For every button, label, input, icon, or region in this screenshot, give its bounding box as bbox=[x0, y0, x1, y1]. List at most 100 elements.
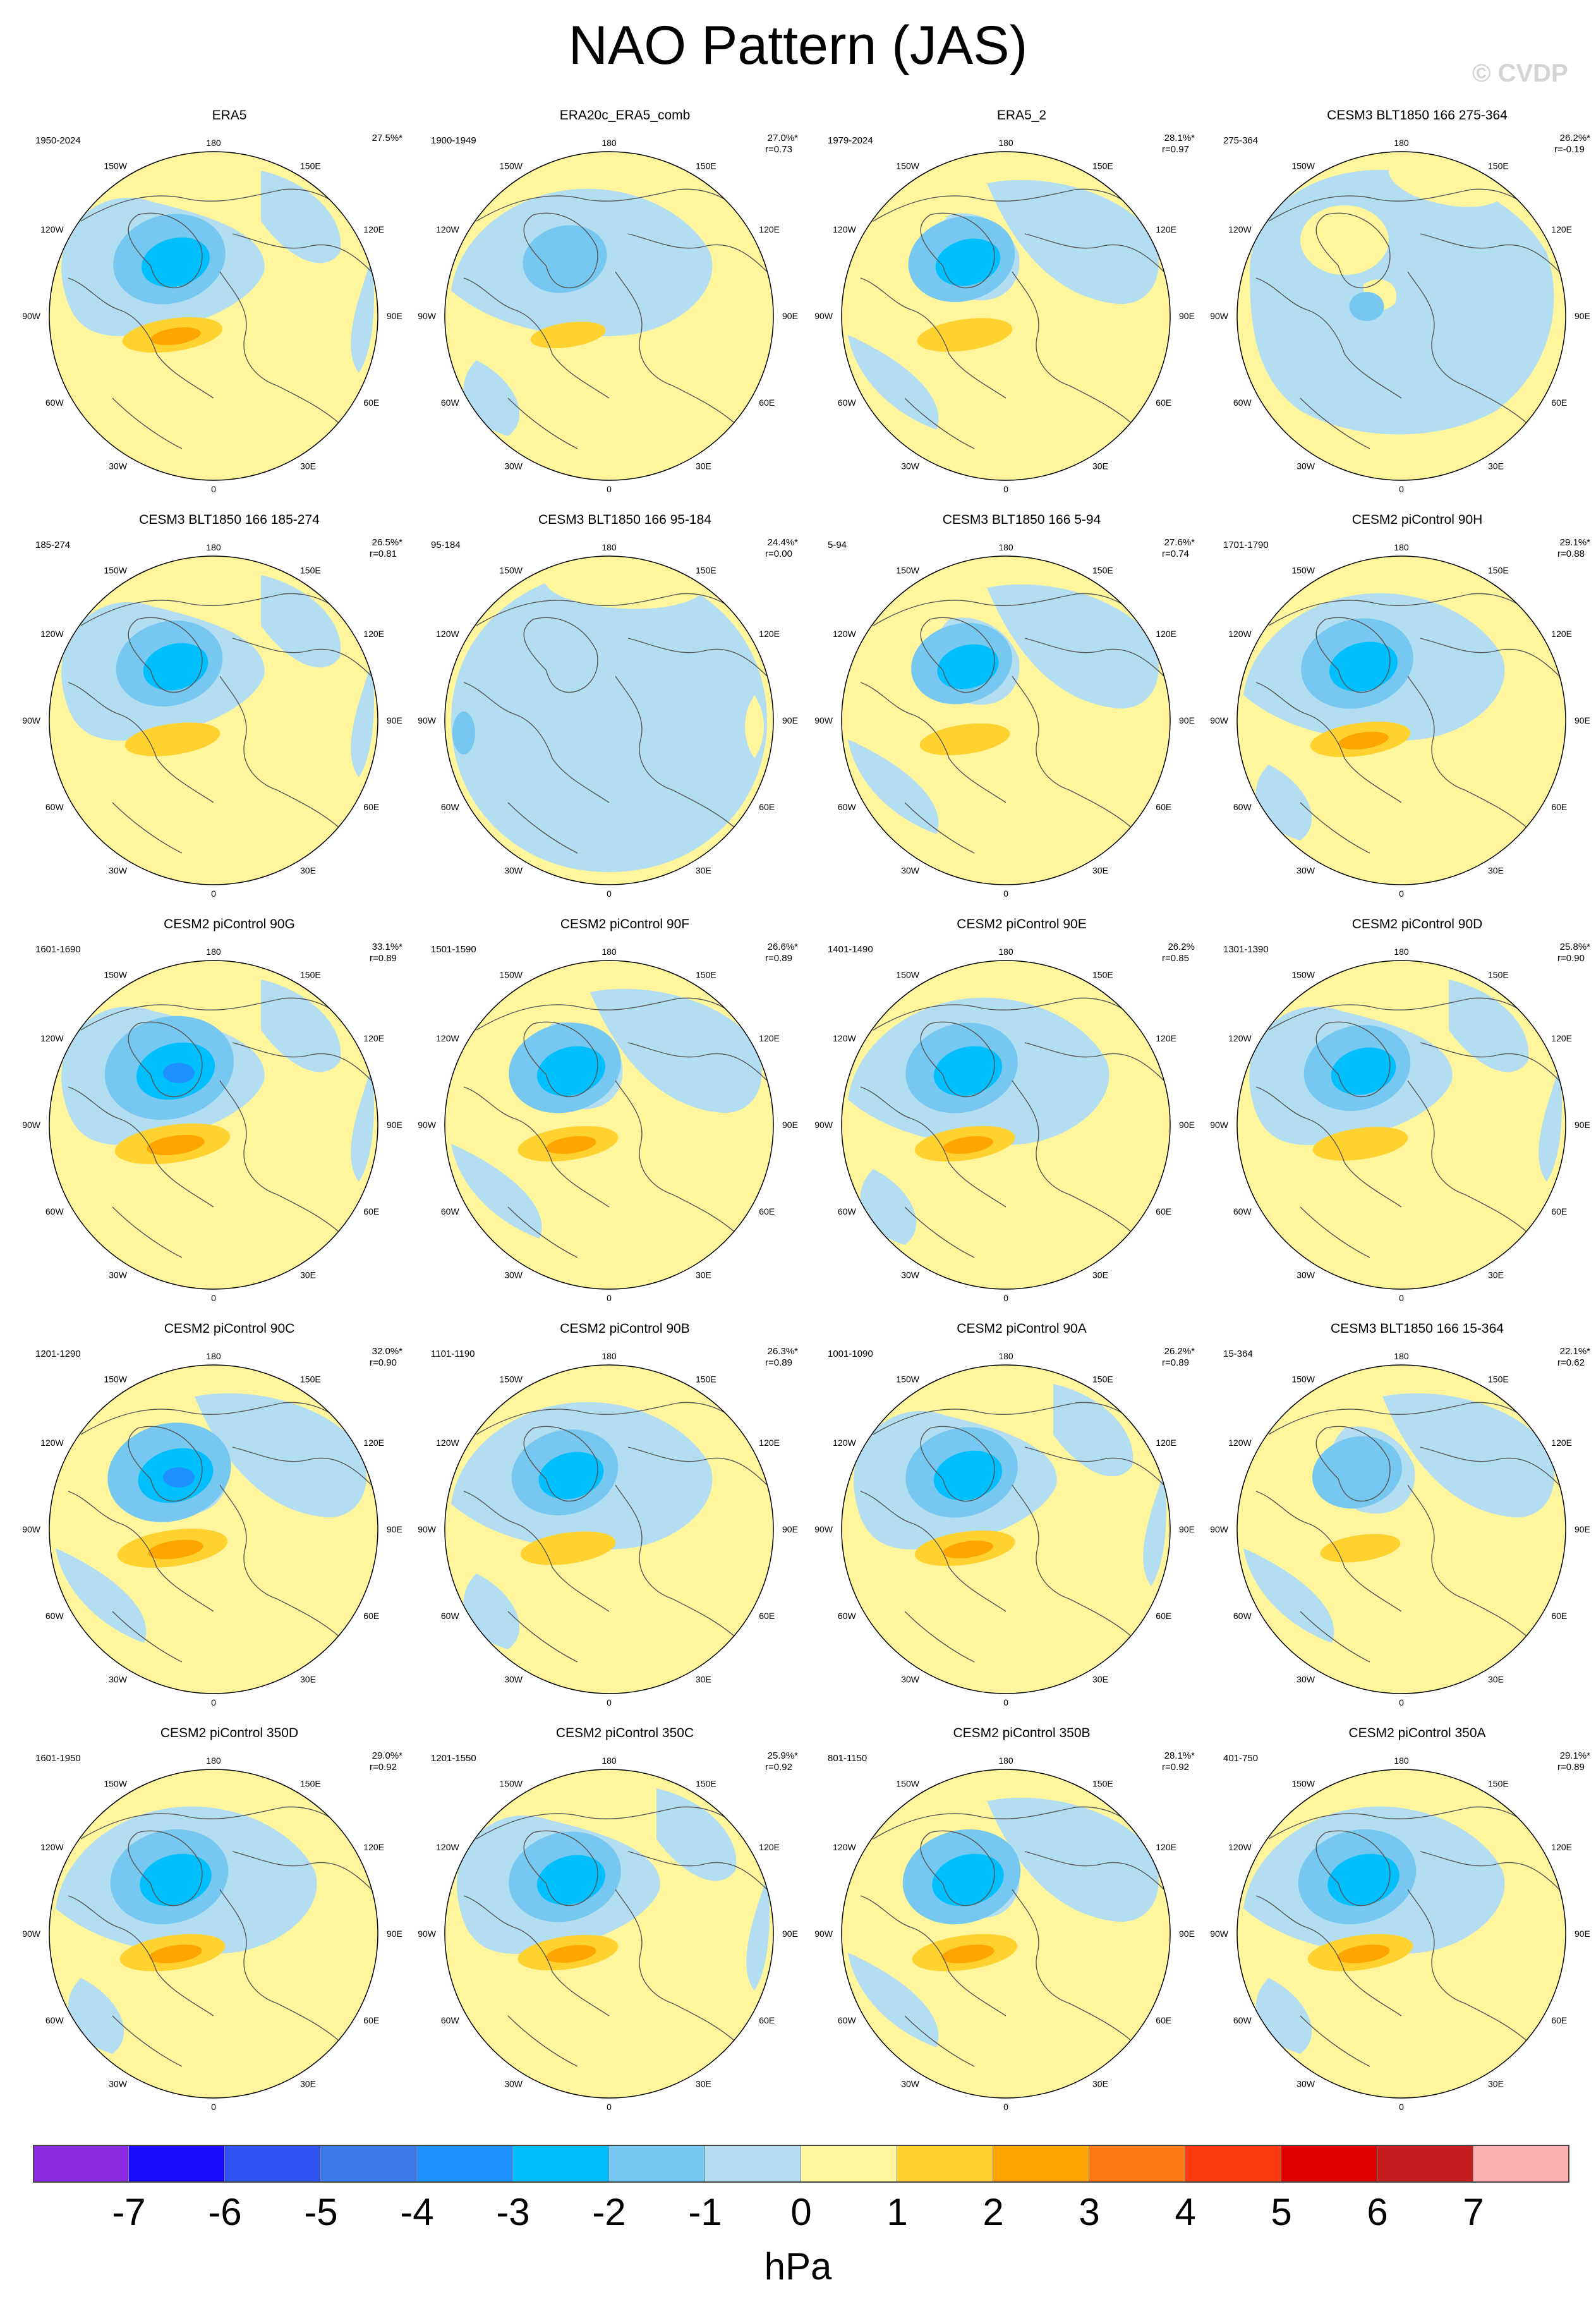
pattern-correlation: r=0.85 bbox=[1162, 953, 1189, 964]
longitude-label: 120E bbox=[363, 1842, 384, 1852]
longitude-label: 150W bbox=[499, 566, 523, 576]
map-outline bbox=[1236, 151, 1566, 481]
longitude-label: 30E bbox=[300, 461, 316, 471]
longitude-label: 30E bbox=[696, 1674, 711, 1684]
negative-anomaly-region bbox=[987, 584, 1159, 709]
variance-explained: 26.2% bbox=[1168, 942, 1195, 952]
period-label: 1950-2024 bbox=[35, 135, 81, 146]
pattern-correlation: r=0.89 bbox=[370, 953, 397, 964]
coastlines bbox=[860, 1806, 1164, 2067]
high-center bbox=[919, 723, 1010, 756]
longitude-label: 30W bbox=[1297, 865, 1315, 875]
variance-explained: 29.1%* bbox=[1559, 537, 1590, 548]
pattern-correlation: r=0.90 bbox=[370, 1357, 397, 1368]
longitude-label: 150W bbox=[1291, 566, 1315, 576]
variance-explained: 26.3%* bbox=[767, 1346, 798, 1357]
longitude-label: 150W bbox=[896, 1374, 919, 1385]
map-outline bbox=[1236, 1364, 1566, 1694]
longitude-label: 60E bbox=[1156, 1611, 1171, 1621]
colorbar-swatch bbox=[801, 2145, 897, 2183]
negative-anomaly-region bbox=[656, 1788, 737, 1881]
longitude-label: 150W bbox=[1291, 161, 1315, 171]
panel-title: CESM3 BLT1850 166 15-364 bbox=[1331, 1321, 1504, 1336]
map-outline bbox=[1236, 960, 1566, 1290]
longitude-label: 180 bbox=[998, 138, 1013, 148]
contour-field bbox=[1237, 961, 1566, 1289]
colorbar-tick-label: 3 bbox=[1079, 2191, 1100, 2233]
negative-anomaly-region bbox=[261, 575, 341, 668]
panel-title: CESM3 BLT1850 166 95-184 bbox=[538, 512, 711, 527]
low-center bbox=[523, 225, 607, 293]
contour-field bbox=[842, 556, 1170, 885]
longitude-label: 60E bbox=[1156, 1206, 1171, 1216]
map-outline bbox=[49, 1364, 378, 1694]
longitude-label: 60E bbox=[363, 802, 379, 812]
longitude-label: 150W bbox=[1291, 1374, 1315, 1385]
low-center bbox=[452, 712, 475, 755]
map-outline bbox=[1236, 555, 1566, 885]
coastlines bbox=[1255, 997, 1560, 1258]
map-panel: CESM2 piControl 90F 1501-1590 26.6%* r=0.89… bbox=[418, 902, 824, 1307]
panel-title: ERA20c_ERA5_comb bbox=[559, 108, 691, 123]
longitude-label: 0 bbox=[1003, 484, 1008, 494]
negative-anomaly-region bbox=[451, 569, 767, 872]
longitude-label: 60E bbox=[759, 1611, 775, 1621]
negative-anomaly-region bbox=[351, 1068, 374, 1182]
longitude-label: 90W bbox=[1210, 1524, 1229, 1534]
longitude-label: 150E bbox=[696, 970, 716, 980]
longitude-label: 120E bbox=[759, 1438, 780, 1448]
longitude-label: 90W bbox=[22, 715, 41, 725]
longitude-label: 60W bbox=[45, 1206, 64, 1216]
longitude-label: 30E bbox=[300, 2078, 316, 2089]
low-core bbox=[1329, 641, 1398, 692]
longitude-label: 150W bbox=[896, 566, 919, 576]
variance-explained: 26.2%* bbox=[1559, 133, 1590, 143]
panel-title: ERA5 bbox=[212, 108, 247, 123]
polar-map: 180 150E 120E 90E 60E 30E 0 30W 60W 90W 120W 150W bbox=[814, 542, 1195, 899]
contour-field bbox=[1237, 1769, 1566, 2098]
longitude-label: 150E bbox=[696, 1374, 716, 1385]
longitude-label: 180 bbox=[602, 1755, 617, 1766]
colorbar-tick-label: 2 bbox=[982, 2191, 1004, 2233]
variance-explained: 25.8%* bbox=[1559, 942, 1590, 952]
negative-anomaly-region bbox=[261, 171, 341, 264]
map-panel: ERA20c_ERA5_comb 1900-1949 27.0%* r=0.73 180… bbox=[418, 94, 824, 498]
longitude-label: 60W bbox=[441, 802, 460, 812]
longitude-label: 90W bbox=[814, 1120, 833, 1130]
contour-field bbox=[445, 1769, 773, 2098]
negative-anomaly-region bbox=[987, 1797, 1159, 1922]
longitude-label: 30E bbox=[1092, 1674, 1108, 1684]
longitude-label: 90W bbox=[418, 1524, 437, 1534]
polar-map: 180 150E 120E 90E 60E 30E 0 30W 60W 90W 120W 150W bbox=[22, 138, 402, 494]
period-label: 15-364 bbox=[1223, 1349, 1253, 1359]
longitude-label: 60W bbox=[1233, 2015, 1252, 2025]
negative-anomaly-region bbox=[261, 979, 341, 1072]
high-core bbox=[148, 1539, 203, 1560]
polar-map: 180 150E 120E 90E 60E 30E 0 30W 60W 90W 120W 150W bbox=[1210, 138, 1590, 494]
map-outline bbox=[841, 1769, 1171, 2099]
low-core bbox=[536, 1046, 606, 1096]
map-panel: CESM3 BLT1850 166 185-274 185-274 26.5%* r=… bbox=[22, 498, 428, 902]
longitude-label: 60E bbox=[759, 2015, 775, 2025]
coastlines bbox=[860, 593, 1164, 854]
high-center bbox=[124, 722, 221, 756]
longitude-label: 60E bbox=[363, 1611, 379, 1621]
variance-explained: 29.1%* bbox=[1559, 1750, 1590, 1761]
longitude-label: 0 bbox=[211, 1293, 216, 1303]
longitude-label: 120E bbox=[363, 1033, 384, 1043]
longitude-label: 120E bbox=[363, 224, 384, 234]
period-label: 1201-1550 bbox=[431, 1753, 476, 1764]
coastlines bbox=[463, 593, 768, 854]
contour-field bbox=[842, 961, 1170, 1289]
polar-map: 180 150E 120E 90E 60E 30E 0 30W 60W 90W 120W 150W bbox=[814, 138, 1195, 494]
longitude-label: 120E bbox=[759, 224, 780, 234]
map-outline bbox=[444, 151, 774, 481]
variance-explained: 26.2%* bbox=[1164, 1346, 1195, 1357]
longitude-label: 0 bbox=[1399, 888, 1404, 899]
pattern-correlation: r=0.89 bbox=[765, 1357, 792, 1368]
longitude-label: 90W bbox=[1210, 1120, 1229, 1130]
high-core bbox=[1337, 1944, 1390, 1963]
longitude-label: 60W bbox=[838, 802, 857, 812]
longitude-label: 0 bbox=[211, 2102, 216, 2112]
longitude-label: 150E bbox=[1092, 161, 1113, 171]
